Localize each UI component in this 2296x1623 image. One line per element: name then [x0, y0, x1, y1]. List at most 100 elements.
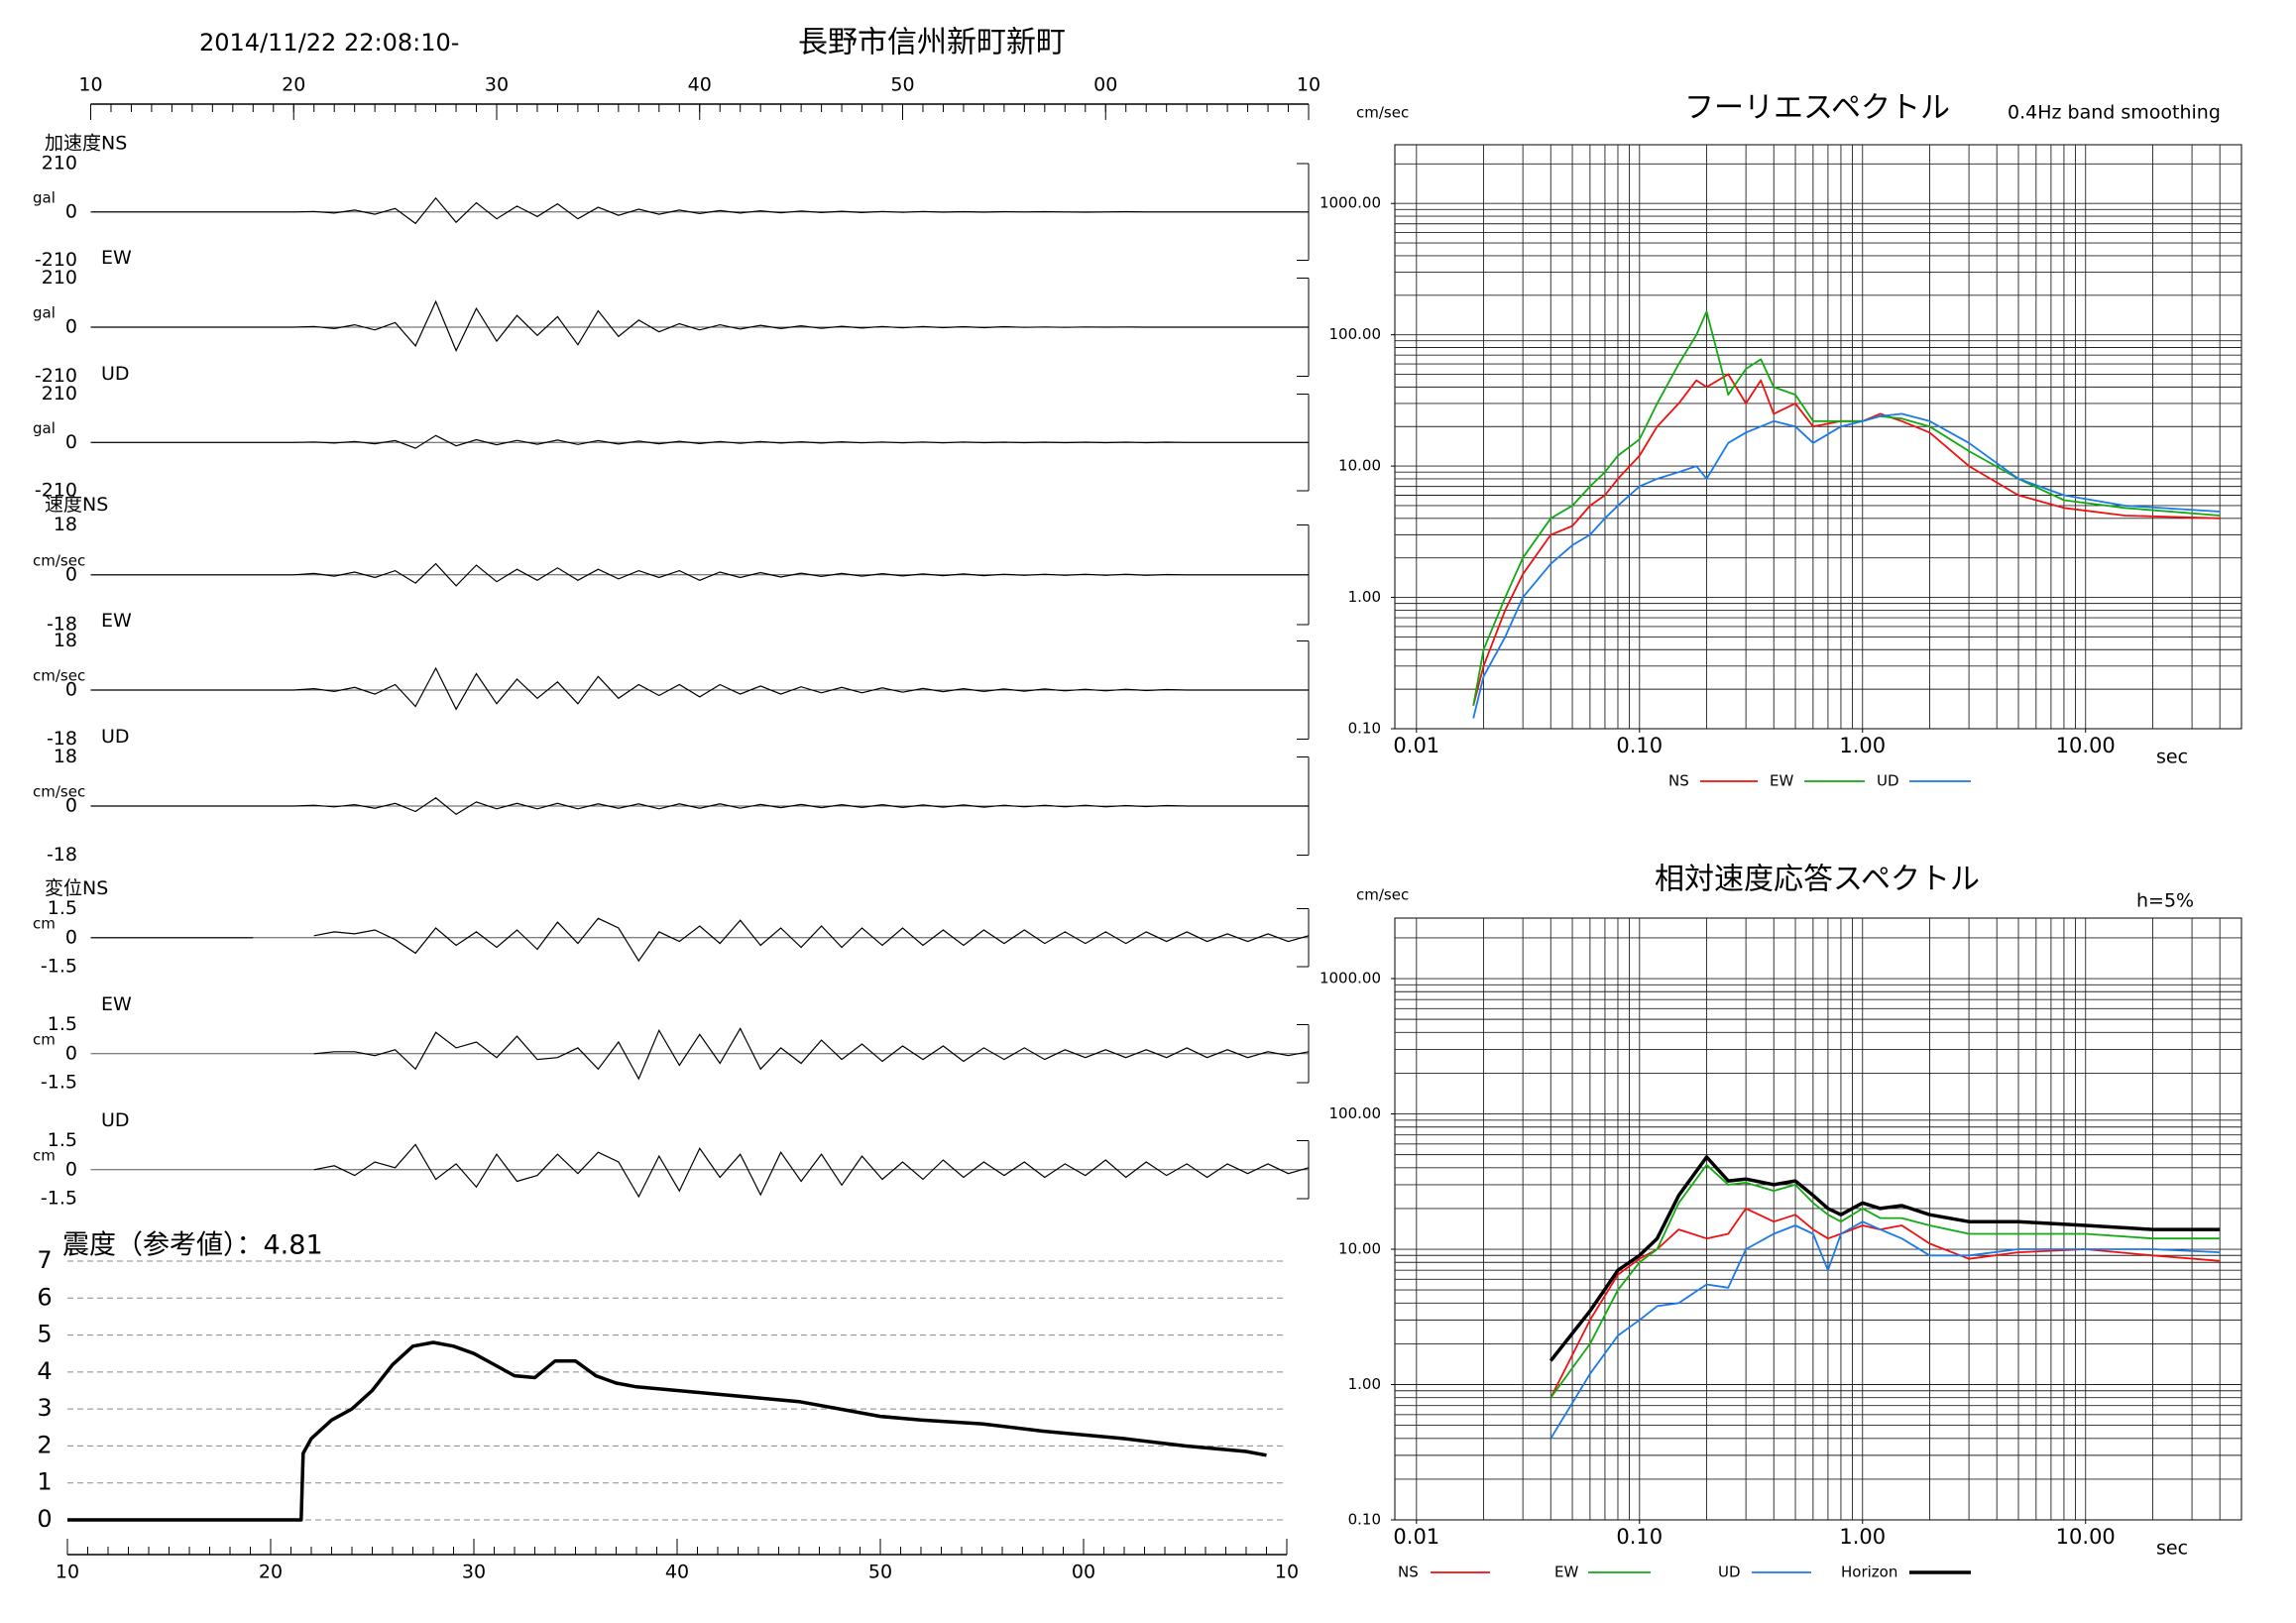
- waveform: [90, 196, 1309, 225]
- y-tick-label: -1.5: [41, 1188, 77, 1210]
- y-tick-label: 18: [54, 514, 77, 535]
- x-tick-label: 40: [688, 74, 712, 96]
- y-tick-label: 1.00: [1348, 1375, 1381, 1393]
- y-tick-label: 1.5: [48, 1013, 77, 1035]
- y-tick-label: -210: [35, 365, 77, 387]
- fourier-y-label: cm/sec: [1356, 104, 1409, 122]
- x-tick-label: 0.10: [1616, 1525, 1663, 1549]
- record-time: 2014/11/22 22:08:10-: [199, 29, 459, 57]
- x-tick-label: 30: [485, 74, 509, 96]
- y-tick-label: 0: [65, 926, 77, 948]
- series-line: [1550, 1220, 2221, 1440]
- unit-label: cm/sec: [33, 551, 85, 569]
- waveform: [313, 1143, 1310, 1199]
- panel-label: UD: [101, 363, 130, 385]
- response-title: 相対速度応答スペクトル: [1655, 863, 1980, 897]
- x-tick-label: 0.01: [1393, 1525, 1439, 1549]
- x-tick-label: 10.00: [2056, 734, 2116, 757]
- x-tick-label: 1.00: [1839, 1525, 1886, 1549]
- unit-label: cm: [33, 1146, 56, 1164]
- panel-label: UD: [101, 1109, 130, 1131]
- y-tick-label: 0: [65, 679, 77, 701]
- x-tick-label: 50: [890, 74, 914, 96]
- y-tick-label: 7: [37, 1246, 52, 1274]
- legend-label: Horizon: [1841, 1564, 1897, 1581]
- series-line: [1472, 412, 2221, 719]
- legend-label: EW: [1770, 772, 1793, 790]
- y-tick-label: 210: [42, 267, 77, 289]
- x-tick-label: 0.01: [1393, 734, 1439, 757]
- y-tick-label: 1000.00: [1320, 970, 1381, 987]
- y-tick-label: 100.00: [1329, 1104, 1382, 1122]
- y-tick-label: 1: [37, 1468, 52, 1496]
- y-tick-label: 4: [37, 1357, 52, 1385]
- x-tick-label: 20: [282, 74, 305, 96]
- y-tick-label: 5: [37, 1321, 52, 1348]
- y-tick-label: 10.00: [1338, 1240, 1381, 1258]
- y-tick-label: 0: [65, 431, 77, 453]
- y-tick-label: -1.5: [41, 1072, 77, 1094]
- response-y-label: cm/sec: [1356, 886, 1409, 904]
- response-subtitle: h=5%: [2136, 890, 2194, 912]
- x-tick-label: 10: [1275, 1562, 1299, 1583]
- series-line: [1550, 1164, 2221, 1399]
- y-tick-label: 0: [65, 1158, 77, 1180]
- y-tick-label: 1.5: [48, 1129, 77, 1151]
- y-tick-label: -18: [47, 728, 77, 750]
- y-tick-label: 0: [65, 795, 77, 817]
- waveform: [90, 797, 1309, 816]
- panel-label: UD: [101, 726, 130, 748]
- unit-label: cm/sec: [33, 783, 85, 801]
- unit-label: gal: [33, 188, 56, 206]
- y-tick-label: 0: [65, 1042, 77, 1064]
- panel-label: EW: [101, 610, 132, 632]
- series-line: [1549, 1155, 2221, 1362]
- panel-label: 速度NS: [45, 494, 108, 516]
- series-group: [1472, 310, 2221, 719]
- panel-label: EW: [101, 247, 132, 269]
- x-tick-label: 00: [1072, 1562, 1095, 1583]
- y-tick-label: 1.00: [1348, 588, 1381, 606]
- plot-frame: [1394, 917, 2242, 1521]
- waveform: [313, 1027, 1310, 1081]
- x-tick-label: 10: [78, 74, 102, 96]
- fourier-x-label: sec: [2156, 747, 2188, 768]
- series-group: [1549, 1155, 2221, 1440]
- x-tick-label: 50: [868, 1562, 892, 1583]
- x-tick-label: 10.00: [2056, 1525, 2116, 1549]
- x-tick-label: 0.10: [1616, 734, 1663, 757]
- y-tick-label: 1.5: [48, 897, 77, 919]
- y-tick-label: 10.00: [1338, 457, 1381, 475]
- response-x-label: sec: [2156, 1538, 2188, 1560]
- x-tick-label: 20: [259, 1562, 283, 1583]
- waveform: [90, 666, 1309, 711]
- waveform: [90, 562, 1309, 587]
- y-tick-label: 0: [65, 563, 77, 585]
- fourier-subtitle: 0.4Hz band smoothing: [2008, 102, 2221, 124]
- legend-label: EW: [1554, 1564, 1578, 1581]
- legend-label: UD: [1877, 772, 1899, 790]
- x-tick-label: 00: [1093, 74, 1117, 96]
- fourier-title: フーリエスペクトル: [1684, 91, 1950, 126]
- legend-label: NS: [1668, 772, 1689, 790]
- unit-label: gal: [33, 304, 56, 322]
- waveform: [90, 917, 1310, 963]
- y-tick-label: 210: [42, 153, 77, 174]
- unit-label: cm/sec: [33, 667, 85, 685]
- panel-label: EW: [101, 993, 132, 1015]
- unit-label: cm: [33, 1030, 56, 1048]
- y-tick-label: -210: [35, 480, 77, 502]
- panel-label: 変位NS: [45, 877, 108, 899]
- y-tick-label: 0.10: [1348, 720, 1381, 738]
- waveform: [90, 299, 1309, 353]
- unit-label: gal: [33, 419, 56, 437]
- legend-label: NS: [1398, 1564, 1419, 1581]
- series-line: [1472, 373, 2221, 706]
- series-line: [1550, 1208, 2221, 1399]
- x-tick-label: 10: [1297, 74, 1320, 96]
- intensity-line: [67, 1340, 1267, 1522]
- y-tick-label: 0: [65, 200, 77, 222]
- y-tick-label: -1.5: [41, 956, 77, 978]
- waveform: [90, 434, 1309, 449]
